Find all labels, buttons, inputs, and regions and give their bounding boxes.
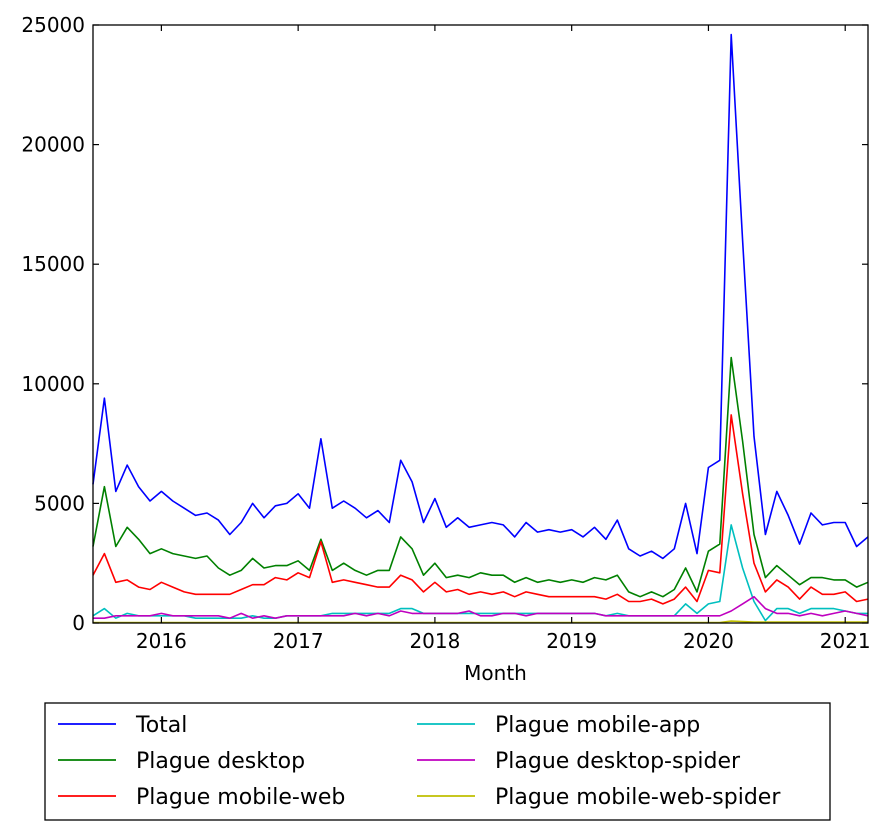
series-line-3 — [92, 524, 868, 622]
y-tick-label: 15000 — [21, 252, 85, 276]
legend-label: Plague mobile-web — [136, 785, 345, 810]
legend: Total Plague desktop Plague mobile-web Plag… — [44, 702, 831, 821]
series-line-4 — [93, 595, 869, 620]
plot-lines — [92, 33, 869, 624]
plot-frame — [92, 24, 869, 624]
legend-label: Plague mobile-app — [495, 713, 700, 738]
legend-label: Plague desktop — [136, 749, 305, 774]
y-tick-label: 10000 — [21, 372, 85, 396]
y-tick-label: 5000 — [34, 491, 85, 515]
x-tick-label: 2020 — [683, 629, 734, 653]
x-tick-label: 2018 — [409, 629, 460, 653]
y-axis: 0 5000 10000 15000 20000 25000 — [21, 13, 868, 635]
series-line-1 — [92, 356, 869, 598]
legend-box — [44, 702, 831, 821]
series-line-0 — [92, 33, 869, 560]
legend-label: Total — [135, 713, 187, 738]
y-tick-label: 0 — [72, 611, 85, 635]
series-line-2 — [92, 414, 869, 605]
x-axis-title: Month — [464, 661, 527, 685]
y-tick-label: 20000 — [21, 133, 85, 157]
y-tick-label: 25000 — [21, 13, 85, 37]
x-tick-label: 2021 — [820, 629, 871, 653]
x-tick-label: 2017 — [273, 629, 324, 653]
x-axis: 2016 2017 2018 2019 2020 2021 — [136, 25, 871, 653]
x-tick-label: 2019 — [546, 629, 597, 653]
legend-label: Plague desktop-spider — [495, 749, 741, 774]
series-line-5 — [93, 620, 868, 624]
x-tick-label: 2016 — [136, 629, 187, 653]
legend-label: Plague mobile-web-spider — [495, 785, 781, 810]
